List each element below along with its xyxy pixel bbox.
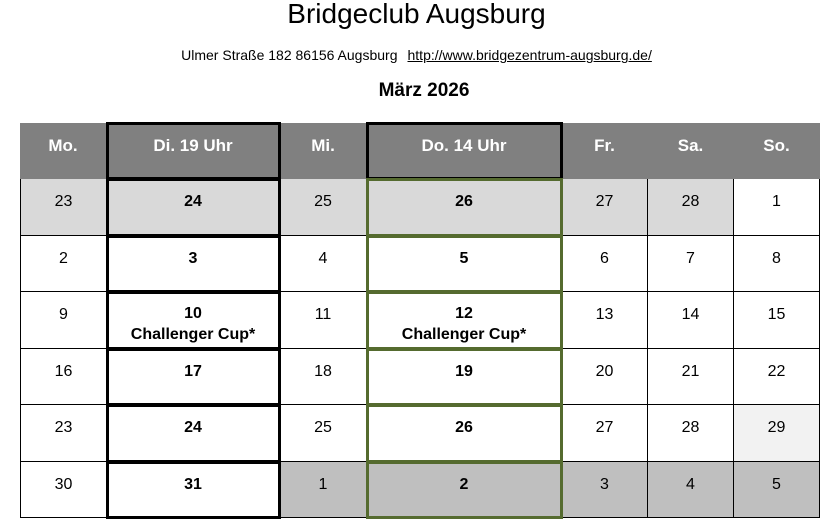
- day-number: 28: [681, 419, 700, 436]
- day-number: 27: [595, 193, 614, 210]
- day-cell: 4: [280, 236, 367, 292]
- day-number: 18: [314, 363, 332, 380]
- day-cell: 9: [20, 292, 107, 349]
- weekday-header: Do. 14 Uhr: [367, 123, 562, 179]
- day-number: 12: [455, 305, 473, 322]
- day-cell: 5: [734, 462, 820, 518]
- address-line: Ulmer Straße 182 86156 Augsburg http://ww…: [0, 47, 833, 63]
- day-cell: 4: [648, 462, 734, 518]
- day-cell: 8: [734, 236, 820, 292]
- day-number: 30: [54, 476, 73, 493]
- day-cell: 6: [562, 236, 648, 292]
- day-cell: 3: [107, 236, 280, 292]
- day-number: 14: [681, 306, 700, 323]
- weekday-header: Sa.: [648, 123, 734, 179]
- day-number: 10: [184, 305, 202, 322]
- event-label: Challenger Cup*: [401, 326, 527, 343]
- day-number: 4: [686, 476, 695, 493]
- day-number: 22: [767, 363, 786, 380]
- address: Ulmer Straße 182 86156 Augsburg: [181, 47, 398, 63]
- day-number: 19: [455, 363, 473, 380]
- day-cell: 30: [20, 462, 107, 518]
- day-cell: 29: [734, 405, 820, 462]
- day-number: 26: [455, 419, 473, 436]
- day-cell: 28: [648, 179, 734, 236]
- day-cell: 20: [562, 349, 648, 405]
- event-label: Challenger Cup*: [130, 326, 256, 343]
- weekday-header: So.: [734, 123, 820, 179]
- day-cell: 14: [648, 292, 734, 349]
- weekday-header: Fr.: [562, 123, 648, 179]
- day-cell: 23: [20, 405, 107, 462]
- day-number: 5: [772, 476, 781, 493]
- day-number: 28: [681, 193, 700, 210]
- day-number: 24: [184, 193, 202, 210]
- day-number: 8: [772, 250, 781, 267]
- day-number: 3: [188, 250, 198, 267]
- day-cell: 24: [107, 405, 280, 462]
- website-link[interactable]: http://www.bridgezentrum-augsburg.de/: [407, 47, 652, 63]
- day-number: 6: [600, 250, 609, 267]
- day-number: 7: [686, 250, 695, 267]
- day-cell: 23: [20, 179, 107, 236]
- day-cell: 12 Challenger Cup*: [367, 292, 562, 349]
- day-cell: 22: [734, 349, 820, 405]
- weekday-header: Mo.: [20, 123, 107, 179]
- day-number: 11: [314, 306, 332, 323]
- day-cell: 15: [734, 292, 820, 349]
- day-cell: 16: [20, 349, 107, 405]
- day-number: 4: [318, 250, 328, 267]
- day-number: 20: [595, 363, 614, 380]
- day-number: 21: [681, 363, 700, 380]
- day-number: 3: [600, 476, 609, 493]
- day-cell: 26: [367, 405, 562, 462]
- day-number: 24: [184, 419, 202, 436]
- day-number: 2: [459, 476, 469, 493]
- day-cell: 24: [107, 179, 280, 236]
- day-cell: 27: [562, 405, 648, 462]
- club-title: Bridgeclub Augsburg: [287, 0, 546, 29]
- day-cell: 17: [107, 349, 280, 405]
- day-number: 23: [54, 419, 73, 436]
- weekday-header: Mi.: [280, 123, 367, 179]
- day-cell: 28: [648, 405, 734, 462]
- day-number: 25: [314, 193, 332, 210]
- day-number: 2: [59, 250, 68, 267]
- day-cell: 18: [280, 349, 367, 405]
- day-cell: 25: [280, 405, 367, 462]
- day-cell: 1: [734, 179, 820, 236]
- day-cell: 7: [648, 236, 734, 292]
- day-cell: 5: [367, 236, 562, 292]
- day-number: 23: [54, 193, 73, 210]
- day-cell: 11: [280, 292, 367, 349]
- day-number: 9: [59, 306, 68, 323]
- day-cell: 2: [367, 462, 562, 518]
- month-title: März 2026: [378, 80, 470, 101]
- day-number: 31: [184, 476, 202, 493]
- day-cell: 21: [648, 349, 734, 405]
- day-cell: 19: [367, 349, 562, 405]
- day-number: 26: [455, 193, 473, 210]
- day-cell: 26: [367, 179, 562, 236]
- day-cell: 31: [107, 462, 280, 518]
- day-cell: 2: [20, 236, 107, 292]
- day-number: 13: [595, 306, 614, 323]
- day-number: 29: [767, 419, 786, 436]
- weekday-header: Di. 19 Uhr: [107, 123, 280, 179]
- day-cell: 13: [562, 292, 648, 349]
- day-number: 15: [767, 306, 786, 323]
- day-cell: 3: [562, 462, 648, 518]
- day-cell: 27: [562, 179, 648, 236]
- day-cell: 1: [280, 462, 367, 518]
- day-number: 27: [595, 419, 614, 436]
- day-number: 16: [54, 363, 73, 380]
- day-number: 1: [318, 476, 328, 493]
- day-number: 1: [772, 193, 781, 210]
- day-number: 17: [184, 363, 202, 380]
- day-number: 5: [459, 250, 469, 267]
- day-cell: 10 Challenger Cup*: [107, 292, 280, 349]
- day-cell: 25: [280, 179, 367, 236]
- day-number: 25: [314, 419, 332, 436]
